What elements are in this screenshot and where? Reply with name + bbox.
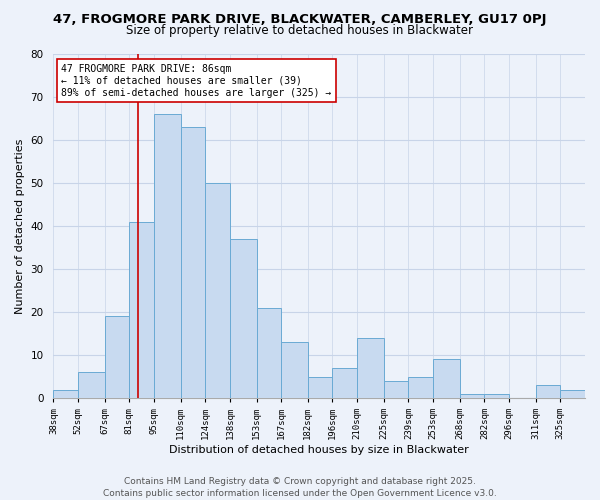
Text: Size of property relative to detached houses in Blackwater: Size of property relative to detached ho…	[127, 24, 473, 37]
Bar	[104, 316, 130, 398]
Y-axis label: Number of detached properties: Number of detached properties	[15, 138, 25, 314]
Bar	[433, 360, 460, 398]
Bar	[332, 368, 357, 398]
Bar	[78, 372, 104, 398]
Text: 47, FROGMORE PARK DRIVE, BLACKWATER, CAMBERLEY, GU17 0PJ: 47, FROGMORE PARK DRIVE, BLACKWATER, CAM…	[53, 12, 547, 26]
Bar	[383, 381, 409, 398]
Bar	[281, 342, 308, 398]
Bar	[181, 127, 205, 398]
Bar	[205, 183, 230, 398]
Bar	[154, 114, 181, 398]
Bar	[230, 239, 257, 398]
Bar	[308, 376, 332, 398]
Bar	[257, 308, 281, 398]
Text: 47 FROGMORE PARK DRIVE: 86sqm
← 11% of detached houses are smaller (39)
89% of s: 47 FROGMORE PARK DRIVE: 86sqm ← 11% of d…	[61, 64, 332, 98]
Text: Contains HM Land Registry data © Crown copyright and database right 2025.
Contai: Contains HM Land Registry data © Crown c…	[103, 476, 497, 498]
Bar	[560, 390, 585, 398]
Bar	[409, 376, 433, 398]
Bar	[357, 338, 383, 398]
Bar	[53, 390, 78, 398]
X-axis label: Distribution of detached houses by size in Blackwater: Distribution of detached houses by size …	[169, 445, 469, 455]
Bar	[484, 394, 509, 398]
Bar	[460, 394, 484, 398]
Bar	[536, 386, 560, 398]
Bar	[130, 222, 154, 398]
